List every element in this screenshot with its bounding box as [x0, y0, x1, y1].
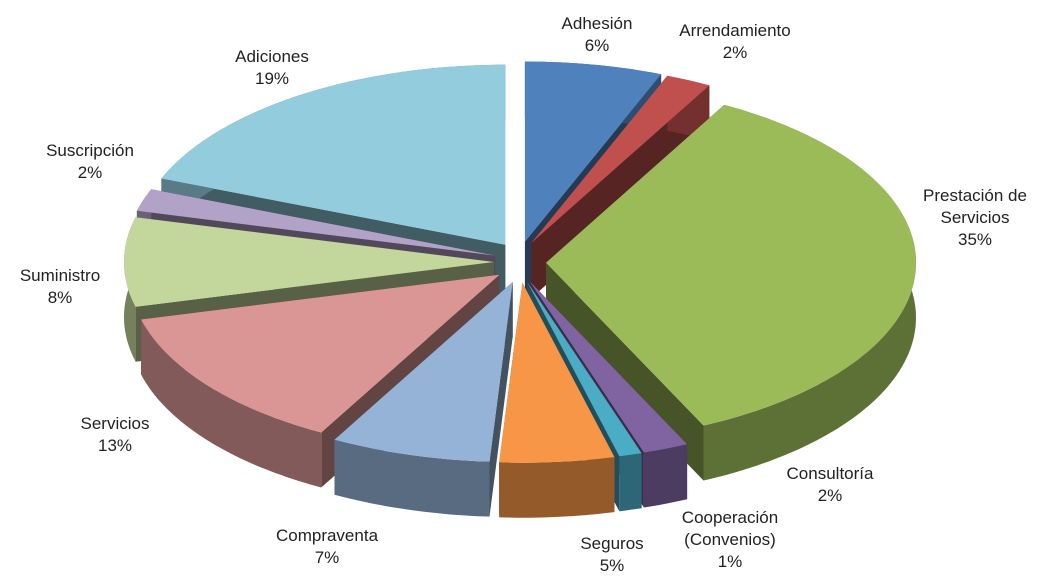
category-label: Servicios [80, 414, 150, 433]
category-label: Cooperación (Convenios) [681, 508, 779, 549]
category-label: Suscripción [46, 141, 134, 160]
data-label: Adhesión 6% [527, 13, 667, 57]
value-label: 1% [717, 552, 743, 571]
slice-top [124, 217, 494, 307]
category-label: Consultoría [786, 464, 874, 483]
slice-top [524, 61, 662, 242]
value-label: 2% [77, 163, 103, 182]
slice-top [546, 104, 916, 426]
value-label: 2% [817, 486, 843, 505]
slice-top [141, 274, 500, 433]
slice-top [334, 282, 513, 462]
data-label: Prestación de Servicios 35% [905, 185, 1044, 251]
category-label: Arrendamiento [679, 21, 791, 40]
category-label: Suministro [19, 266, 101, 285]
slice [499, 282, 615, 518]
data-label: Suministro 8% [0, 265, 130, 309]
slice-top [499, 282, 615, 463]
data-label: Suscripción 2% [20, 140, 160, 184]
data-label: Arrendamiento 2% [665, 20, 805, 64]
data-label: Servicios 13% [45, 413, 185, 457]
data-label: Cooperación (Convenios) 1% [660, 507, 800, 573]
slice-side [619, 453, 642, 512]
category-label: Seguros [580, 534, 644, 553]
slice [334, 282, 513, 517]
slice-top [531, 75, 710, 244]
category-label: Prestación de Servicios [923, 186, 1027, 227]
slice-top [161, 64, 506, 245]
value-label: 13% [97, 436, 133, 455]
category-label: Adhesión [561, 14, 633, 33]
value-label: 6% [584, 36, 610, 55]
data-label: Compraventa 7% [257, 525, 397, 569]
value-label: 2% [722, 43, 748, 62]
slice-top [136, 189, 496, 256]
slice-side [643, 444, 688, 508]
value-label: 7% [314, 548, 340, 567]
data-label: Consultoría 2% [760, 463, 900, 507]
category-label: Compraventa [275, 526, 379, 545]
data-label: Seguros 5% [542, 533, 682, 577]
data-label: Adiciones 19% [202, 46, 342, 90]
slice-side [499, 457, 615, 518]
value-label: 5% [599, 556, 625, 575]
value-label: 35% [957, 230, 993, 249]
slice-side [334, 439, 490, 517]
value-label: 8% [47, 288, 73, 307]
category-label: Adiciones [235, 47, 309, 66]
slice-side [141, 319, 322, 488]
slice-top [527, 282, 642, 457]
slice-top [529, 281, 688, 453]
value-label: 19% [254, 69, 290, 88]
